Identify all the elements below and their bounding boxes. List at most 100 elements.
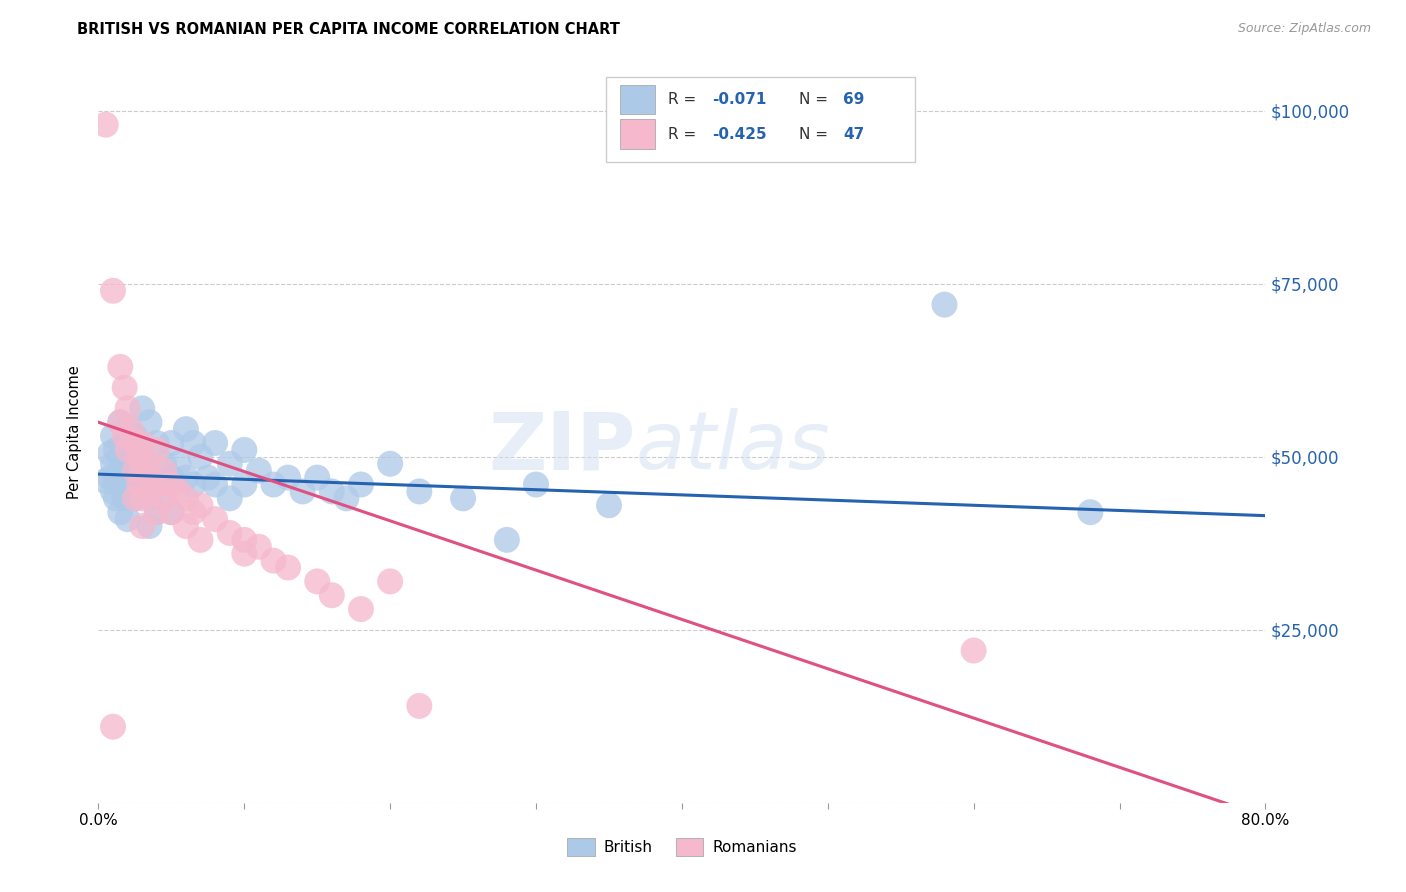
Point [117,442,139,457]
Text: N =: N = [799,127,832,142]
Text: Source: ZipAtlas.com: Source: ZipAtlas.com [1237,22,1371,36]
Point [408,484,430,499]
Point [291,484,314,499]
Point [138,519,160,533]
Point [94,474,117,488]
Point [146,442,169,457]
Point [233,547,256,561]
Point [110,415,132,429]
Point [101,429,124,443]
Text: -0.425: -0.425 [713,127,766,142]
Point [167,484,190,499]
Point [114,381,136,395]
Text: R =: R = [668,92,702,107]
Point [277,470,299,484]
Point [233,533,256,547]
Point [131,464,153,478]
Point [233,477,256,491]
Point [496,533,519,547]
Point [104,442,127,457]
Point [262,554,284,568]
Point [174,422,197,436]
Point [598,498,620,512]
Point [131,519,153,533]
Point [307,470,329,484]
Point [408,698,430,713]
Point [146,477,169,491]
Point [101,284,124,298]
Point [181,436,204,450]
Point [128,477,150,491]
Point [153,457,176,471]
Point [160,505,183,519]
FancyBboxPatch shape [606,78,915,162]
Point [277,560,299,574]
Point [101,720,124,734]
Point [146,436,169,450]
Point [131,401,153,416]
Point [98,470,121,484]
Point [101,484,124,499]
Point [160,436,183,450]
Point [218,491,240,506]
Point [117,512,139,526]
Point [335,491,357,506]
Point [114,491,136,506]
Point [124,491,146,506]
Point [146,505,169,519]
Point [247,464,270,478]
Point [153,464,176,478]
Point [120,470,142,484]
Point [94,118,117,132]
Point [110,477,132,491]
Text: ZIP: ZIP [488,409,636,486]
Point [190,498,212,512]
Point [1080,505,1102,519]
Point [160,470,183,484]
Point [146,505,169,519]
Point [146,470,169,484]
Point [160,505,183,519]
Point [104,470,127,484]
Text: BRITISH VS ROMANIAN PER CAPITA INCOME CORRELATION CHART: BRITISH VS ROMANIAN PER CAPITA INCOME CO… [77,22,620,37]
Point [110,505,132,519]
Point [131,491,153,506]
Point [104,491,127,506]
Point [124,464,146,478]
Point [350,602,373,616]
Point [138,415,160,429]
Point [120,442,142,457]
Point [451,491,474,506]
Point [110,359,132,374]
Y-axis label: Per Capita Income: Per Capita Income [67,366,83,500]
Point [138,457,160,471]
Point [124,464,146,478]
Point [138,484,160,499]
Bar [620,85,655,114]
Point [204,512,226,526]
Point [962,643,984,657]
Point [233,442,256,457]
Point [153,491,176,506]
Point [120,422,142,436]
Point [350,477,373,491]
Point [114,464,136,478]
Text: N =: N = [799,92,832,107]
Point [110,450,132,464]
Point [114,436,136,450]
Point [117,484,139,499]
Point [181,505,204,519]
Point [128,450,150,464]
Point [190,450,212,464]
Point [110,415,132,429]
Point [117,457,139,471]
Point [167,457,190,471]
Point [197,470,219,484]
Point [124,491,146,506]
Point [160,477,183,491]
Bar [620,120,655,149]
Point [117,422,139,436]
Point [131,450,153,464]
Point [218,457,240,471]
Point [380,574,402,589]
